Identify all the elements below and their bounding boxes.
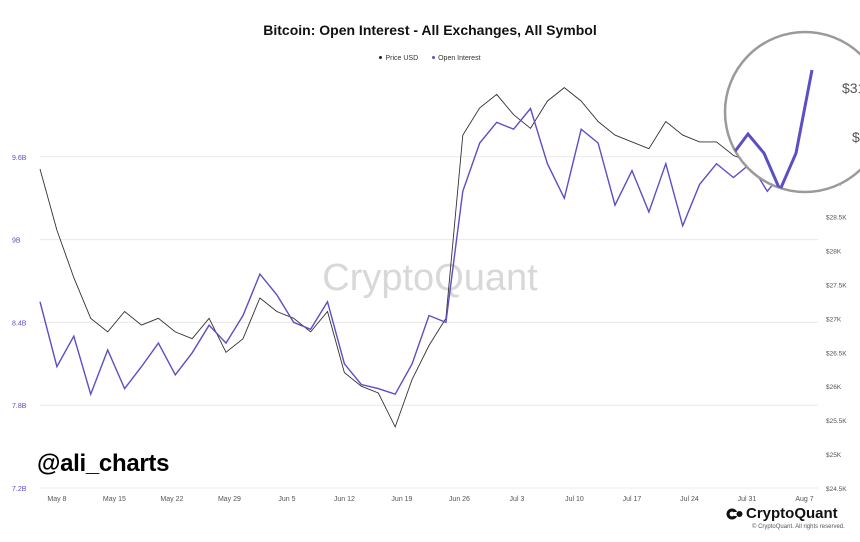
magnifier-annotation: $31 $3 xyxy=(723,30,860,194)
y-left-tick-label: 7.8B xyxy=(12,403,27,410)
y-right-tick-label: $26K xyxy=(826,384,842,391)
y-right-tick-label: $25.5K xyxy=(826,418,847,425)
author-handle: @ali_charts xyxy=(37,450,170,477)
x-tick-label: May 29 xyxy=(218,496,241,503)
copyright-text: © CryptoQuant. All rights reserved. xyxy=(752,524,845,530)
x-tick-label: Jun 12 xyxy=(334,496,355,503)
y-left-tick-label: 9B xyxy=(12,238,21,245)
chart-title: Bitcoin: Open Interest - All Exchanges, … xyxy=(263,22,597,38)
y-right-tick-label: $28.5K xyxy=(826,215,847,222)
y-right-tick-label: $27K xyxy=(826,316,842,323)
series-open-interest-line xyxy=(39,107,819,397)
magnifier-label-1: $31 xyxy=(842,80,860,96)
x-tick-label: Jun 19 xyxy=(391,496,412,503)
brand-name: CryptoQuant xyxy=(746,505,838,522)
x-tick-label: May 8 xyxy=(47,496,66,503)
chart-legend: Price USD Open Interest xyxy=(0,55,860,62)
x-tick-label: Jul 31 xyxy=(738,496,757,503)
legend-label-price: Price USD xyxy=(385,55,419,62)
brand-logo: CryptoQuant xyxy=(726,505,838,522)
grid-lines xyxy=(40,156,818,489)
legend-item-price[interactable]: Price USD xyxy=(379,55,418,62)
x-tick-label: Jul 17 xyxy=(623,496,642,503)
x-tick-label: Jun 5 xyxy=(278,496,295,503)
y-axis-left: 7.2B 7.8B 8.4B 9B 9.6B xyxy=(12,155,27,493)
y-right-tick-label: $25K xyxy=(826,452,842,459)
legend-label-open-interest: Open Interest xyxy=(438,55,481,62)
y-right-tick-label: $26.5K xyxy=(826,350,847,357)
y-right-tick-label: $27.5K xyxy=(826,282,847,289)
x-axis: May 8 May 15 May 22 May 29 Jun 5 Jun 12 Jun 19… xyxy=(47,496,813,503)
x-tick-label: Jul 24 xyxy=(680,496,699,503)
legend-item-open-interest[interactable]: Open Interest xyxy=(432,55,481,62)
x-tick-label: May 22 xyxy=(160,496,183,503)
y-left-tick-label: 9.6B xyxy=(12,155,27,162)
magnifier-circle xyxy=(723,30,860,194)
x-tick-label: Aug 7 xyxy=(795,496,813,503)
watermark: CryptoQuant xyxy=(322,257,538,299)
y-left-tick-label: 8.4B xyxy=(12,320,27,327)
y-left-tick-label: 7.2B xyxy=(12,486,27,493)
y-axis-right: $24.5K $25K $25.5K $26K $26.5K $27K $27.5K $28K… xyxy=(826,147,847,493)
x-tick-label: Jul 10 xyxy=(565,496,584,503)
x-tick-label: Jun 26 xyxy=(449,496,470,503)
magnifier-label-2: $3 xyxy=(852,129,860,145)
y-right-tick-label: $24.5K xyxy=(826,486,847,493)
cryptoquant-logo-icon xyxy=(726,508,743,520)
x-tick-label: Jul 3 xyxy=(510,496,525,503)
x-tick-label: May 15 xyxy=(103,496,126,503)
magnifier-open-interest-line xyxy=(728,69,814,192)
series-price-line xyxy=(39,87,819,429)
y-right-tick-label: $28K xyxy=(826,248,842,255)
